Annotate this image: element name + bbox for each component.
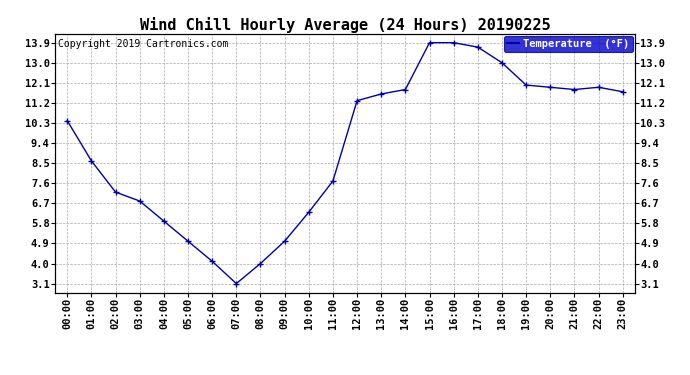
Text: Copyright 2019 Cartronics.com: Copyright 2019 Cartronics.com [58, 39, 228, 49]
Legend: Temperature  (°F): Temperature (°F) [504, 36, 633, 52]
Title: Wind Chill Hourly Average (24 Hours) 20190225: Wind Chill Hourly Average (24 Hours) 201… [139, 16, 551, 33]
